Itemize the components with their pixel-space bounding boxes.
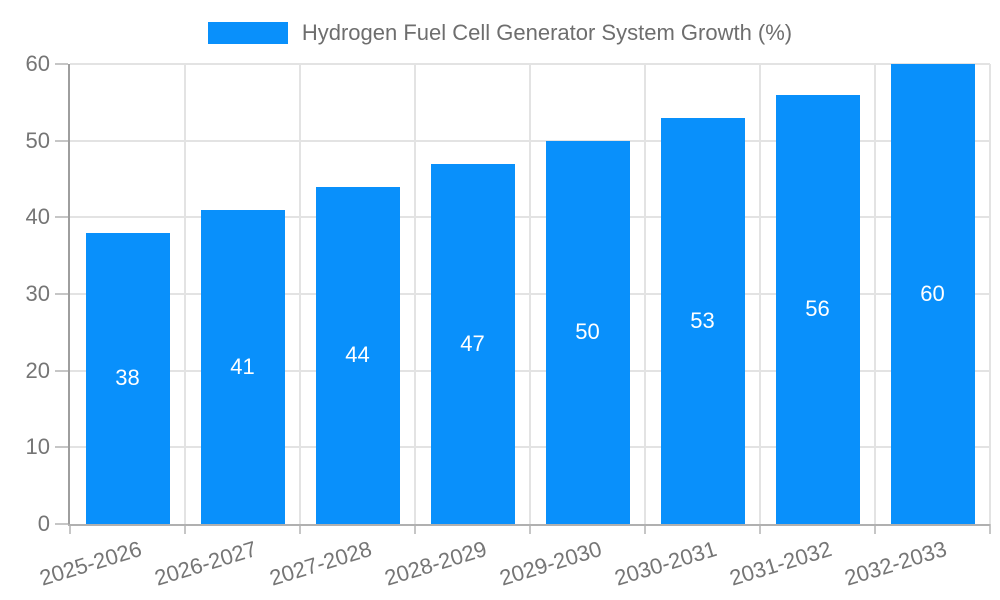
x-tick-mark [184,524,186,534]
bar: 50 [545,140,630,524]
bar: 60 [890,64,975,524]
x-axis-tick-label: 2029-2030 [496,536,605,591]
y-axis-tick-label: 10 [25,434,50,460]
legend-item[interactable]: Hydrogen Fuel Cell Generator System Grow… [207,20,793,46]
x-axis-line [68,524,990,526]
bar-value-label: 44 [345,342,370,368]
bar-value-label: 60 [920,281,945,306]
y-axis-tick-label: 40 [25,204,50,230]
legend-label: Hydrogen Fuel Cell Generator System Grow… [301,20,793,45]
x-gridline [184,64,186,524]
y-axis-tick-label: 20 [25,357,50,383]
x-tick-mark [69,524,71,534]
bar-value-label: 47 [460,330,485,356]
y-tick-mark [55,139,68,142]
x-tick-mark [529,524,531,534]
x-axis-tick-label: 2028-2029 [381,536,490,591]
x-axis-tick-label: 2027-2028 [266,536,375,591]
x-gridline [989,64,991,524]
x-axis-tick-label: 2031-2032 [726,536,835,591]
x-tick-mark [299,524,301,534]
y-axis-tick-label: 50 [25,127,50,153]
x-axis-tick-label: 2032-2033 [841,536,950,591]
x-tick-mark [989,524,991,534]
plot-area: 0 10 20 30 40 50 60 38 2025-2026 41 2026-2027 44 202… [26,51,991,591]
bar: 44 [315,186,400,524]
legend: Hydrogen Fuel Cell Generator System Grow… [0,20,1000,46]
x-axis-tick-label: 2026-2027 [151,536,260,591]
y-tick-mark [55,293,68,295]
y-axis-tick-label: 0 [37,511,50,536]
y-tick-mark [55,446,68,449]
x-axis-tick-label: 2025-2026 [36,536,145,591]
y-axis-tick-label: 30 [25,281,50,306]
bar-value-label: 38 [115,365,140,391]
bar: 47 [430,163,515,524]
y-axis-line [68,64,70,524]
bar-value-label: 53 [690,307,715,333]
x-tick-mark [759,524,761,534]
y-tick-mark [55,369,68,372]
bar-value-label: 50 [575,319,600,345]
bar-value-label: 56 [805,296,830,322]
legend-swatch-icon [207,22,288,44]
y-tick-mark [55,523,68,525]
x-gridline [299,64,301,524]
bar: 41 [200,209,285,524]
y-tick-mark [55,216,68,219]
x-tick-mark [414,524,416,534]
x-gridline [644,64,646,524]
x-gridline [874,64,876,524]
x-gridline [759,64,761,524]
bar-value-label: 41 [230,353,255,379]
x-gridline [529,64,531,524]
x-tick-mark [644,524,646,534]
bar: 38 [85,232,170,524]
x-axis-tick-label: 2030-2031 [611,536,720,591]
y-tick-mark [55,63,68,65]
x-gridline [414,64,416,524]
bar: 56 [775,94,860,524]
x-tick-mark [874,524,876,534]
bar: 53 [660,117,745,524]
y-axis-tick-label: 60 [25,51,50,76]
